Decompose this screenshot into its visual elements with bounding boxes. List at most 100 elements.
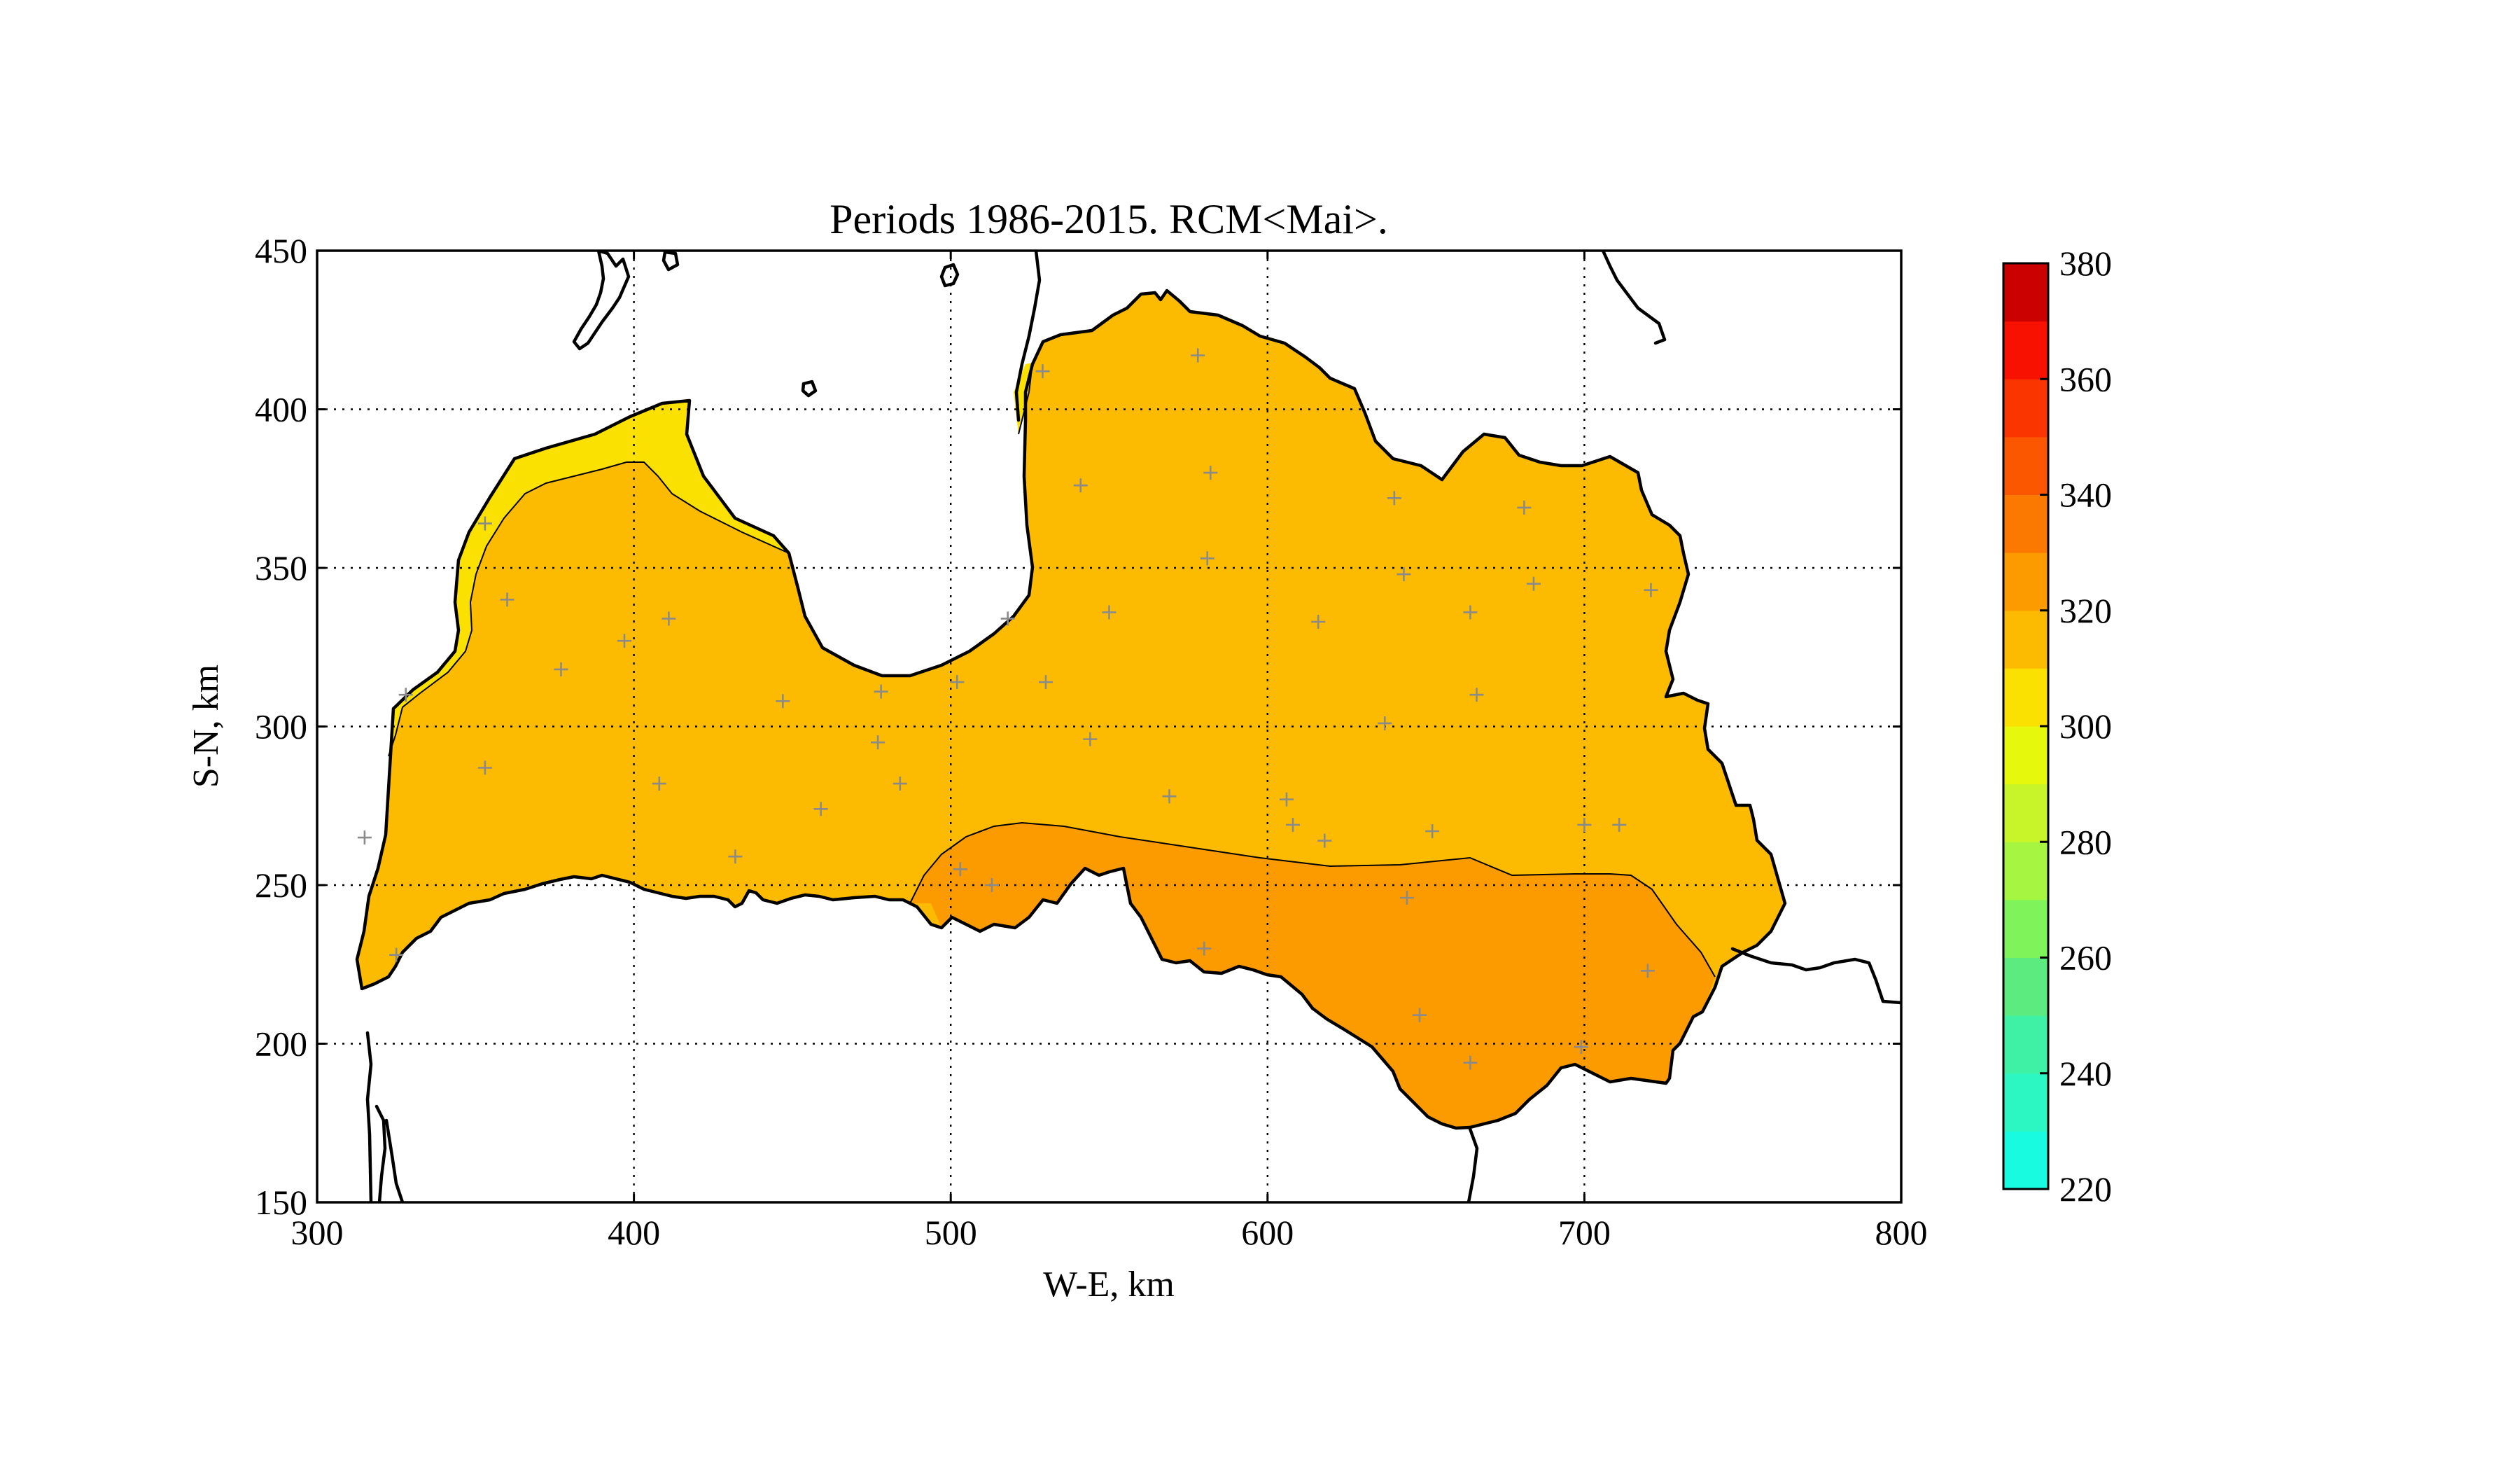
- station-marker: [950, 675, 965, 690]
- station-markers: [357, 348, 1658, 1070]
- station-marker: [1378, 716, 1392, 730]
- y-tick-label: 300: [255, 707, 307, 746]
- station-marker: [1526, 576, 1541, 591]
- station-marker: [1038, 675, 1053, 690]
- colorbar-tick-label: 300: [2059, 707, 2112, 746]
- station-marker: [617, 634, 632, 648]
- colorbar-segment: [2003, 726, 2048, 785]
- station-marker: [389, 947, 404, 962]
- station-marker: [652, 777, 666, 791]
- station-marker: [776, 694, 790, 709]
- station-marker: [1413, 1008, 1427, 1022]
- station-marker: [1387, 491, 1401, 506]
- estonia-islet: [662, 251, 680, 272]
- y-tick-label: 250: [255, 865, 307, 905]
- station-marker: [1425, 823, 1440, 838]
- estonia-saaremaa-coast: [572, 251, 631, 351]
- y-tick-label: 350: [255, 548, 307, 587]
- colorbar-segment: [2003, 263, 2048, 322]
- station-marker: [1399, 891, 1414, 905]
- colorbar-segment: [2003, 436, 2048, 495]
- estonia-coast: [1014, 251, 1042, 422]
- colorbar-tick-label: 240: [2059, 1054, 2112, 1093]
- station-marker: [1000, 611, 1015, 626]
- station-marker: [1577, 817, 1592, 832]
- lithuania-coast: [365, 1031, 373, 1202]
- colorbar-tick-label: 260: [2059, 938, 2112, 978]
- colorbar-segment: [2003, 784, 2048, 842]
- station-marker: [953, 862, 967, 877]
- gridlines: [317, 251, 1901, 1202]
- station-marker: [892, 777, 907, 791]
- zone-300-310: [388, 401, 789, 756]
- colorbar-segment: [2003, 1015, 2048, 1074]
- x-tick-label: 600: [1241, 1213, 1294, 1252]
- station-marker: [1200, 551, 1214, 566]
- x-axis-label: W-E, km: [1043, 1265, 1175, 1305]
- belarus-border: [1466, 1127, 1479, 1202]
- station-marker: [1396, 567, 1411, 582]
- colorbar-segment: [2003, 321, 2048, 380]
- map-area: [355, 251, 1901, 1202]
- station-marker: [357, 830, 372, 845]
- station-marker: [662, 611, 676, 626]
- x-tick-label: 400: [608, 1213, 660, 1252]
- colorbar-segment: [2003, 842, 2048, 901]
- y-tick-label: 450: [255, 231, 307, 270]
- station-marker: [1517, 500, 1532, 515]
- station-marker: [477, 516, 492, 531]
- colorbar-tick-label: 340: [2059, 475, 2112, 515]
- y-axis-label: S-N, km: [186, 665, 226, 788]
- station-marker: [554, 662, 568, 676]
- station-marker: [1640, 964, 1655, 978]
- ruhnu-island: [801, 380, 818, 398]
- colorbar-tick-label: 280: [2059, 822, 2112, 861]
- station-marker: [1197, 941, 1212, 956]
- russia-border: [1730, 947, 1901, 1005]
- station-marker: [1469, 688, 1484, 702]
- station-marker: [871, 735, 886, 750]
- x-tick-label: 300: [291, 1213, 344, 1252]
- colorbar-segment: [2003, 957, 2048, 1016]
- station-marker: [1203, 466, 1218, 480]
- colorbar-tick-label: 380: [2059, 244, 2112, 283]
- station-marker: [1035, 364, 1050, 379]
- colorbar-segment: [2003, 668, 2048, 727]
- x-tick-label: 800: [1875, 1213, 1928, 1252]
- curonian-spit: [374, 1104, 405, 1202]
- station-marker: [1612, 817, 1627, 832]
- station-marker: [813, 802, 828, 816]
- colorbar-segment: [2003, 899, 2048, 958]
- colorbar-tick-label: 320: [2059, 591, 2112, 630]
- colorbar-tick-label: 360: [2059, 359, 2112, 398]
- station-marker: [1311, 615, 1326, 630]
- station-marker: [1073, 478, 1088, 493]
- station-marker: [1102, 605, 1116, 620]
- x-tick-label: 500: [925, 1213, 977, 1252]
- x-tick-label: 700: [1558, 1213, 1611, 1252]
- colorbar-segment: [2003, 610, 2048, 669]
- station-marker: [728, 849, 743, 864]
- axis-ticks: 300 400 500 600 700 800 150 200 250 300 350 400 450: [255, 231, 1928, 1252]
- y-tick-label: 200: [255, 1024, 307, 1064]
- station-marker: [1574, 1040, 1588, 1055]
- station-marker: [1644, 583, 1658, 597]
- y-tick-label: 400: [255, 390, 307, 429]
- station-marker: [1317, 833, 1332, 848]
- estonia-east-border: [1601, 251, 1667, 345]
- isoline-310-west: [388, 461, 790, 757]
- station-marker: [985, 878, 1000, 892]
- station-marker: [874, 684, 888, 699]
- y-tick-label: 150: [255, 1183, 307, 1222]
- station-marker: [477, 760, 492, 775]
- colorbar-segment: [2003, 379, 2048, 438]
- colorbar-segment: [2003, 494, 2048, 553]
- latvia-border: [355, 288, 1787, 1130]
- zone-320-330: [910, 823, 1715, 1128]
- colorbar-tick-label: 220: [2059, 1169, 2112, 1209]
- station-marker: [398, 688, 413, 702]
- colorbar-segment: [2003, 552, 2048, 611]
- colorbar-segment: [2003, 1073, 2048, 1132]
